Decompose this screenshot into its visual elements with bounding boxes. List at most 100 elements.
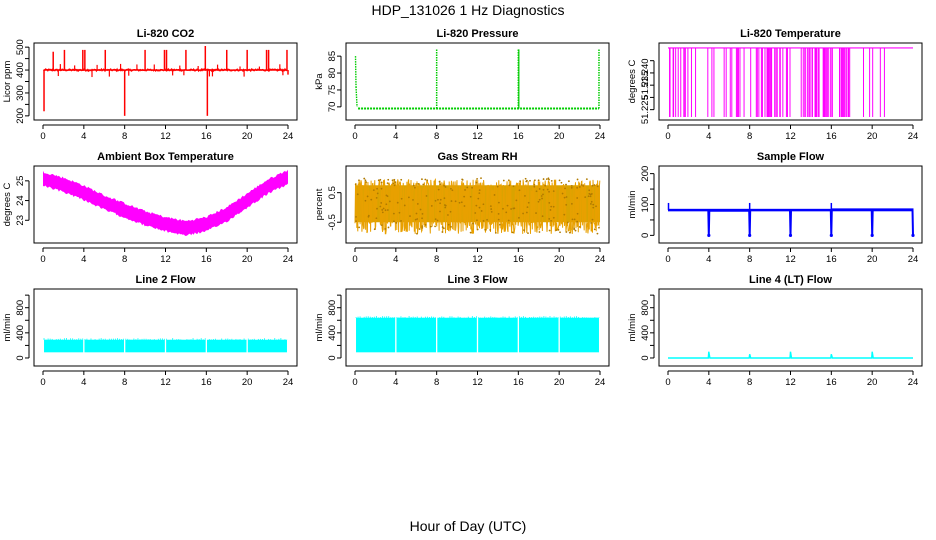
data-point (518, 189, 521, 192)
x-tick-label: 0 (40, 377, 45, 388)
data-point (426, 179, 429, 182)
data-point (570, 202, 573, 205)
data-point (454, 200, 457, 203)
x-tick-label: 16 (201, 254, 212, 265)
data-point (407, 196, 410, 199)
data-point (386, 209, 389, 211)
data-point (589, 195, 592, 198)
data-point (424, 223, 427, 226)
data-point (372, 189, 375, 192)
data-point (565, 231, 568, 233)
x-tick-label: 0 (40, 254, 45, 265)
data-point (535, 212, 537, 214)
series-band (43, 169, 288, 236)
data-point (533, 185, 536, 188)
x-tick-label: 8 (434, 377, 439, 388)
y-tick-label: 51.240 (640, 58, 651, 87)
data-point (540, 195, 543, 197)
data-point (439, 210, 441, 213)
series-band (43, 69, 288, 71)
x-tick-label: 8 (122, 131, 127, 142)
y-tick-label: 400 (640, 325, 651, 341)
data-point (376, 207, 378, 210)
data-point (385, 203, 388, 206)
data-point (355, 220, 357, 223)
data-point (482, 203, 485, 206)
data-point (381, 211, 384, 214)
chart-panel-3: Li-820 Temperature 0 4 8 12 16 20 24 51.22551.23… (627, 28, 923, 142)
data-point (588, 189, 591, 192)
x-tick-label: 4 (81, 131, 86, 142)
y-tick-label: 100 (640, 197, 651, 213)
plot-frame (345, 288, 610, 367)
data-point (458, 201, 461, 204)
data-point (574, 229, 577, 232)
data-point (557, 228, 560, 231)
data-point (412, 184, 415, 187)
data-point (443, 197, 446, 200)
data-point (542, 188, 545, 191)
y-tick-label: 75 (327, 85, 338, 96)
data-point (548, 190, 550, 193)
y-tick-label: 800 (327, 300, 338, 316)
data-point (558, 179, 561, 182)
data-point (544, 184, 547, 187)
data-point (416, 232, 418, 235)
data-point (550, 219, 553, 222)
x-tick-label: 8 (434, 131, 439, 142)
data-point (566, 221, 569, 224)
data-point (476, 177, 479, 180)
data-point (409, 215, 411, 217)
data-point (424, 178, 427, 181)
data-point (436, 219, 439, 222)
data-point (589, 203, 592, 205)
data-point (441, 231, 444, 233)
data-point (447, 223, 450, 226)
data-point (502, 207, 504, 210)
figure-title: HDP_131026 1 Hz Diagnostics (371, 2, 565, 18)
data-point (380, 187, 383, 190)
data-point (475, 204, 478, 207)
x-tick-label: 4 (706, 131, 711, 142)
data-point (533, 183, 536, 186)
data-point (497, 201, 500, 204)
y-tick-label: 51.225 (640, 95, 651, 124)
plot-area (43, 338, 288, 353)
data-point (450, 200, 453, 202)
chart-title: Line 4 (LT) Flow (749, 274, 832, 286)
plot-frame (33, 165, 298, 244)
data-point (489, 205, 492, 208)
plot-area (43, 46, 289, 116)
data-point (565, 203, 568, 206)
plot-area (668, 351, 913, 359)
data-point (412, 199, 414, 201)
x-tick-label: 0 (665, 131, 670, 142)
x-tick-label: 4 (706, 377, 711, 388)
data-point (434, 225, 436, 228)
data-point (592, 206, 595, 209)
x-tick-label: 16 (826, 254, 837, 265)
y-tick-label: 800 (15, 300, 26, 316)
data-point (542, 193, 544, 196)
data-point (593, 228, 596, 231)
data-point (595, 205, 597, 208)
data-point (418, 228, 421, 230)
data-point (587, 195, 590, 198)
data-point (429, 225, 432, 228)
x-tick-label: 12 (785, 254, 796, 265)
data-point (518, 216, 520, 219)
y-tick-label: 400 (15, 62, 26, 78)
x-tick-label: 8 (122, 254, 127, 265)
data-point (545, 178, 548, 181)
data-point (425, 195, 428, 197)
x-tick-label: 16 (826, 377, 837, 388)
y-axis-label: ml/min (2, 314, 13, 342)
data-point (381, 209, 384, 211)
data-point (379, 178, 382, 181)
data-point (552, 205, 555, 208)
data-point (377, 179, 380, 182)
data-point (478, 189, 481, 192)
